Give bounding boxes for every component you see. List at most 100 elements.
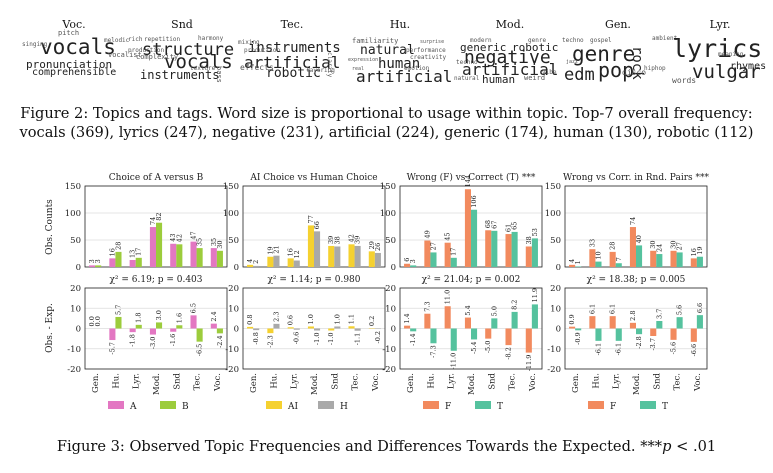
wordcloud-word: expression (348, 57, 379, 63)
diff-bar (156, 322, 163, 329)
bar-value-label: 61 (505, 224, 513, 232)
legend-label: H (340, 402, 348, 412)
diff-bar (575, 328, 582, 331)
diff-value-label: -11.0 (450, 353, 458, 370)
bar-value-label: 30 (216, 241, 224, 249)
y-tick-label: 50 (70, 236, 81, 246)
bar-value-label: 16 (108, 248, 116, 256)
diff-bar (115, 316, 122, 329)
diff-value-label: 8.2 (511, 300, 519, 310)
diff-value-label: -2.3 (266, 335, 274, 348)
bar-value-label: 28 (609, 242, 617, 250)
x-tick-label: Snd (652, 372, 662, 389)
diff-value-label: -0.6 (293, 332, 301, 345)
x-tick-label: Lyr. (447, 373, 457, 389)
diff-value-label: 2.8 (629, 310, 637, 320)
bar (404, 263, 411, 267)
x-tick-label: Gen. (406, 373, 416, 393)
bar-value-label: 30 (670, 241, 678, 249)
y-tick-label: 20 (385, 284, 396, 294)
bar (190, 241, 197, 267)
bar (334, 246, 341, 267)
diff-value-label: -5.0 (484, 341, 492, 354)
diff-value-label: 1.0 (307, 314, 315, 324)
bar (485, 230, 492, 267)
diff-value-label: 5.7 (114, 305, 122, 315)
figure-2-caption: Figure 2: Topics and tags. Word size is … (0, 104, 773, 142)
plot-frame (84, 287, 228, 370)
y-tick-label: 50 (228, 236, 239, 246)
wordcloud-title: Mod. (495, 18, 525, 31)
diff-bar (334, 326, 341, 329)
chi-square-label: χ² = 6.19; p = 0.403 (109, 275, 202, 285)
diff-bar (135, 324, 142, 329)
legend-label: A (129, 402, 137, 412)
bar-value-label: 39 (354, 236, 362, 244)
wordcloud-word: vocals (164, 51, 233, 73)
wordcloud-4: Hu. familiarity surprise performance natural… (344, 18, 456, 92)
wordcloud-word: artificial (244, 53, 341, 72)
diff-bar (696, 315, 703, 329)
bar-value-label: 43 (169, 233, 177, 241)
legend-swatch (640, 401, 656, 409)
y-tick-label: 10 (70, 304, 81, 314)
wordcloud-word: jazz (566, 59, 579, 65)
bar-value-label: 38 (525, 236, 533, 244)
y-tick-label: -10 (67, 345, 81, 355)
x-tick-label: Voc. (528, 373, 538, 392)
wordcloud-word: meaning (718, 51, 744, 58)
wordcloud-word: real (352, 66, 365, 72)
diff-bar (404, 325, 411, 329)
diff-value-label: 3.7 (655, 309, 663, 319)
bar (170, 243, 177, 267)
x-tick-label: Snd (487, 372, 497, 389)
x-tick-label: Lyr. (132, 373, 142, 389)
x-tick-label: Mod. (467, 373, 477, 395)
diff-bar (430, 328, 437, 344)
bar-value-label: 82 (155, 212, 163, 220)
bar-value-label: 7 (615, 257, 623, 261)
diff-value-label: 1.6 (175, 313, 183, 323)
wordcloud-word: techno (456, 59, 478, 66)
bar-value-label: 49 (423, 230, 431, 238)
legend-swatch (108, 401, 124, 409)
wordcloud-6: Gen. techno gospel genre rock pop edm disco ambi… (562, 18, 677, 92)
bar (511, 231, 518, 267)
figure-2-caption-line1: Topics and tags. Word size is proportion… (88, 105, 753, 122)
diff-value-label: -7.3 (429, 345, 437, 358)
chart-title: Wrong (F) vs Correct (T) *** (407, 172, 536, 183)
y-tick-label: 50 (385, 236, 396, 246)
bar-value-label: 35 (196, 238, 204, 246)
wordcloud-word: pop (598, 58, 635, 82)
x-tick-label: Hu. (426, 373, 436, 389)
legend-swatch (475, 401, 491, 409)
y-tick-label: 0 (76, 325, 81, 335)
bar (656, 254, 663, 267)
bar-value-label: 39 (327, 236, 335, 244)
x-tick-label: Hu. (111, 373, 121, 389)
diff-value-label: -3.7 (649, 338, 657, 351)
diff-bar (670, 328, 677, 340)
legend-label: AI (287, 402, 298, 412)
bar (636, 245, 643, 267)
bar-value-label: 13 (129, 250, 137, 258)
diff-value-label: -5.7 (108, 342, 116, 355)
bar (89, 265, 96, 267)
bar-value-label: 26 (374, 243, 382, 251)
wordcloud-word: bass (215, 66, 223, 83)
wordcloud-word: edm (564, 65, 595, 85)
diff-value-label: 0.9 (568, 314, 576, 324)
y-tick-label: 150 (223, 182, 239, 192)
x-tick-label: Voc. (213, 373, 223, 392)
wordcloud-word: singing (22, 41, 48, 48)
diff-bar (505, 328, 512, 346)
y-tick-label: -10 (382, 345, 396, 355)
bar (267, 256, 274, 267)
legend-label: T (497, 402, 503, 412)
legend-label: F (610, 402, 616, 412)
diff-value-label: -2.8 (635, 336, 643, 349)
bar-value-label: 35 (210, 238, 218, 246)
wordcloud-word: modern (470, 37, 492, 44)
diff-value-label: 7.3 (423, 301, 431, 311)
diff-value-label: -6.6 (690, 344, 698, 357)
